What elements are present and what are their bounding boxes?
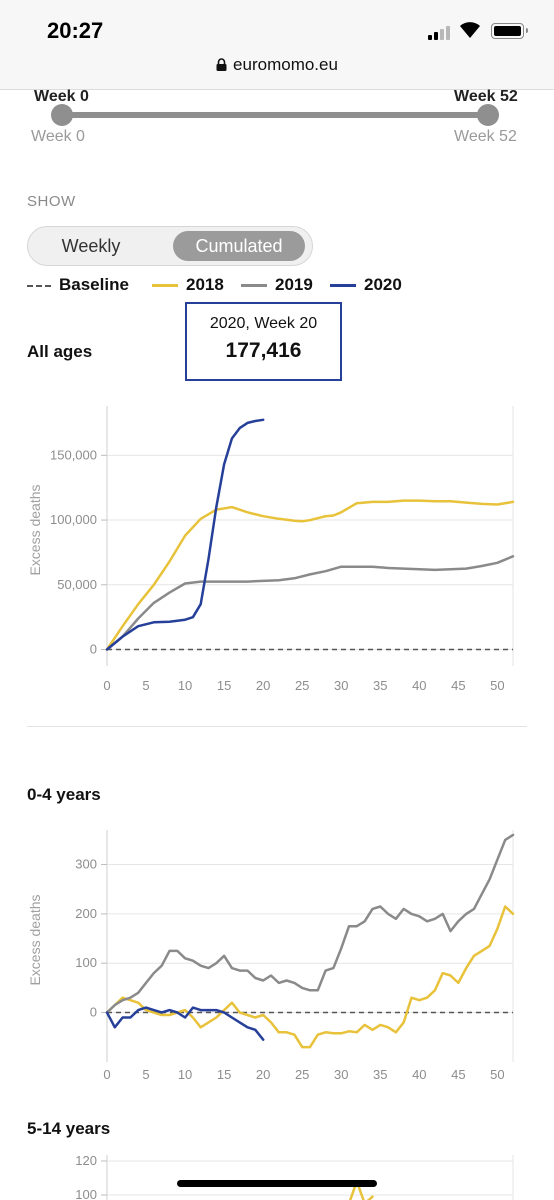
x-tick-label: 10 <box>178 1067 192 1082</box>
x-tick-label: 40 <box>412 1067 426 1082</box>
series-line-2018 <box>105 499 515 651</box>
cellular-signal-icon <box>428 26 454 40</box>
slider-end-top-label: Week 52 <box>454 88 518 105</box>
x-tick-label: 20 <box>256 1067 270 1082</box>
x-tick-label: 35 <box>373 1067 387 1082</box>
x-tick-label: 10 <box>178 678 192 693</box>
x-tick-label: 50 <box>490 1067 504 1082</box>
x-tick-label: 30 <box>334 678 348 693</box>
x-tick-label: 25 <box>295 678 309 693</box>
series-line-2020 <box>105 418 265 651</box>
chart-tooltip: 2020, Week 20 177,416 <box>185 302 342 381</box>
legend-item-2018[interactable]: 2018 <box>152 274 224 296</box>
x-tick-label: 0 <box>103 678 110 693</box>
y-tick-label: 150,000 <box>50 447 97 462</box>
x-tick-label: 25 <box>295 1067 309 1082</box>
x-tick-label: 5 <box>142 678 149 693</box>
tooltip-value: 177,416 <box>225 339 302 362</box>
series-line-2019 <box>105 555 515 651</box>
x-tick-label: 15 <box>217 678 231 693</box>
chart-title-all-ages: All ages <box>27 342 93 361</box>
show-label: SHOW <box>27 193 76 210</box>
wifi-icon <box>460 22 480 38</box>
show-toggle: Weekly Cumulated <box>27 226 313 266</box>
week-range-slider[interactable] <box>62 112 488 118</box>
y-tick-label: 200 <box>75 906 97 921</box>
x-tick-label: 5 <box>142 1067 149 1082</box>
browser-chrome: 20:27 euromomo.eu <box>0 0 554 90</box>
home-indicator <box>177 1180 377 1187</box>
x-tick-label: 35 <box>373 678 387 693</box>
chart-title-5-14-years: 5-14 years <box>27 1119 111 1138</box>
legend-item-baseline[interactable]: Baseline <box>27 274 129 296</box>
slider-start-label: Week 0 <box>31 128 85 145</box>
x-tick-label: 45 <box>451 678 465 693</box>
legend-item-2020[interactable]: 2020 <box>330 274 402 296</box>
divider <box>27 726 527 727</box>
series-line-2018 <box>105 905 515 1049</box>
status-time: 20:27 <box>47 18 104 43</box>
slider-start-handle[interactable] <box>51 104 73 126</box>
x-tick-label: 30 <box>334 1067 348 1082</box>
lock-icon <box>216 58 227 71</box>
y-tick-label: 100 <box>75 1187 97 1200</box>
slider-end-handle[interactable] <box>477 104 499 126</box>
toggle-weekly[interactable]: Weekly <box>61 236 121 256</box>
chart-all-ages[interactable]: 0 50,000 100,000 150,000 0 5 10 15 20 25 30 35 40 45 5… <box>0 380 554 700</box>
y-tick-label: 0 <box>90 1005 97 1020</box>
toggle-cumulated[interactable]: Cumulated <box>173 231 305 261</box>
y-tick-label: 300 <box>75 857 97 872</box>
series-line-2019 <box>105 833 515 1014</box>
tooltip-title: 2020, Week 20 <box>209 315 318 332</box>
y-axis-title: Excess deaths <box>27 894 43 985</box>
y-tick-label: 100,000 <box>50 512 97 527</box>
url-bar[interactable]: euromomo.eu <box>0 55 554 75</box>
y-tick-label: 100 <box>75 955 97 970</box>
slider-end-label: Week 52 <box>454 128 517 145</box>
chart-5-14-years[interactable]: 100 120 <box>0 1150 554 1200</box>
series-line-2020 <box>105 1006 265 1041</box>
y-axis-title: Excess deaths <box>27 484 43 575</box>
x-tick-label: 45 <box>451 1067 465 1082</box>
x-tick-label: 40 <box>412 678 426 693</box>
url-text: euromomo.eu <box>233 55 338 74</box>
x-tick-label: 20 <box>256 678 270 693</box>
x-tick-label: 0 <box>103 1067 110 1082</box>
chart-0-4-years[interactable]: 0 100 200 300 0 5 10 15 20 25 30 35 40 45 50 Excess dea… <box>0 820 554 1090</box>
x-tick-label: 15 <box>217 1067 231 1082</box>
chart-title-0-4-years: 0-4 years <box>27 785 101 804</box>
slider-start-top-label: Week 0 <box>34 88 89 105</box>
x-tick-label: 50 <box>490 678 504 693</box>
legend-item-2019[interactable]: 2019 <box>241 274 313 296</box>
y-tick-label: 0 <box>90 642 97 657</box>
battery-icon <box>491 23 528 39</box>
y-tick-label: 50,000 <box>57 577 97 592</box>
y-tick-label: 120 <box>75 1153 97 1168</box>
